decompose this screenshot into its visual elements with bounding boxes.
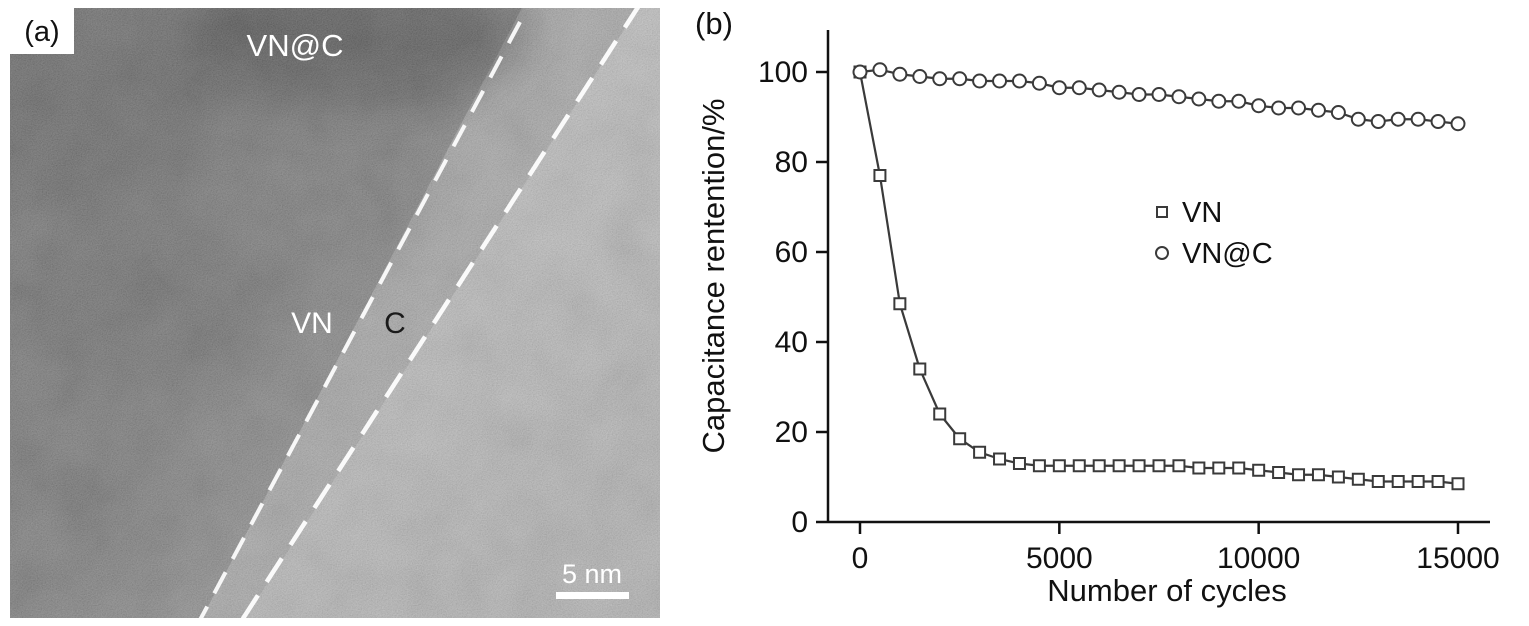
x-tick-label: 0 [852,542,869,575]
data-point-square [1092,459,1106,473]
data-point-circle [1410,111,1426,127]
data-point-square [973,445,987,459]
data-point-circle [1291,100,1307,116]
y-axis-title: Capacitance rentention/% [696,98,731,453]
data-point-circle [952,71,968,87]
data-point-circle [1031,75,1047,91]
panel-a-label-box [10,8,74,54]
data-point-circle [1071,80,1087,96]
data-point-circle [1350,111,1366,127]
data-point-circle [1191,91,1207,107]
data-point-circle [1330,105,1346,120]
x-axis-title: Number of cycles [1047,573,1286,608]
data-point-square [1411,475,1425,488]
data-point-circle [912,69,928,84]
data-point-circle [1171,89,1187,105]
inner-boundary-dashed-line [198,21,522,621]
data-point-square [933,407,947,421]
data-point-square [1451,477,1465,491]
data-point-circle [1251,98,1267,114]
data-point-square [1331,470,1345,484]
data-point-circle [1211,93,1227,109]
data-point-square [1292,468,1306,482]
data-point-square [1232,461,1246,475]
data-point-circle [1151,87,1167,102]
scale-bar [556,592,629,599]
data-point-square [1371,475,1385,488]
data-point-square [1311,468,1325,482]
data-point-circle [972,73,988,89]
legend-label-VN: VN [1182,197,1222,229]
data-point-circle [1271,100,1287,116]
data-point-circle [1091,82,1107,98]
composite-region-label: VN@C [247,28,344,63]
vn-core-label: VN [291,307,333,340]
data-point-circle [1390,111,1406,127]
data-point-square [1112,459,1126,473]
series-line-VN [858,71,1459,485]
data-point-circle [1051,80,1067,96]
x-tick-label: 5000 [1026,542,1093,575]
y-tick-label: 0 [791,506,808,539]
data-point-circle [852,64,868,80]
data-point-circle [1111,84,1127,100]
data-point-square [1272,466,1286,479]
data-point-circle [1450,116,1466,132]
data-point-square [1172,459,1186,473]
y-tick-label: 60 [775,236,808,269]
panel-a-label: (a) [24,16,59,48]
data-point-circle [1310,102,1326,118]
data-point-square [1431,475,1445,488]
data-point-square [1192,461,1206,475]
capacitance-retention-chart: 0 5000 10000 15000 0 20 40 60 80 100 Number of cyc… [696,30,1500,608]
scale-bar-label: 5 nm [562,559,622,589]
data-point-circle [872,62,888,78]
data-point-square [993,452,1007,466]
data-point-circle [1011,73,1027,89]
data-point-square [893,297,907,311]
outer-boundary-dashed-line [240,2,642,622]
data-point-circle [1231,93,1247,109]
y-tick-label: 100 [758,56,808,89]
y-tick-label: 40 [775,326,808,359]
data-point-square [1212,461,1226,475]
x-tick-label: 15000 [1416,542,1499,575]
data-point-square [1052,459,1066,473]
y-tick-label: 80 [775,146,808,179]
legend-marker-square [1156,206,1168,218]
data-point-circle [892,66,908,82]
data-point-square [1152,459,1166,473]
tem-micrograph: VN@C VN C 5 nm (a) [0,0,660,622]
data-point-square [953,432,967,446]
data-point-square [913,362,927,376]
panel-b-label: (b) [695,6,733,41]
data-point-square [1132,459,1146,473]
y-tick-label: 20 [775,416,808,449]
legend-label-VN@C: VN@C [1182,238,1273,270]
data-point-square [1012,457,1026,470]
data-point-circle [1370,114,1386,129]
tem-image-panel: VN@C VN C 5 nm (a) [0,0,660,622]
legend-marker-circle [1155,246,1169,260]
data-point-square [1351,472,1365,486]
data-point-circle [992,73,1008,89]
x-tick-label: 10000 [1217,542,1300,575]
data-point-square [1252,463,1266,477]
data-point-circle [932,71,948,87]
carbon-shell-label: C [384,307,406,340]
chart-panel: (b) 0 5000 10000 15000 0 20 40 60 80 100 Number of… [690,0,1529,626]
grain-texture [10,8,660,618]
data-point-circle [1430,114,1446,129]
data-point-square [1072,459,1086,473]
data-point-square [873,169,887,182]
data-point-square [1032,459,1046,473]
data-point-circle [1131,87,1147,102]
data-point-square [1391,475,1405,488]
